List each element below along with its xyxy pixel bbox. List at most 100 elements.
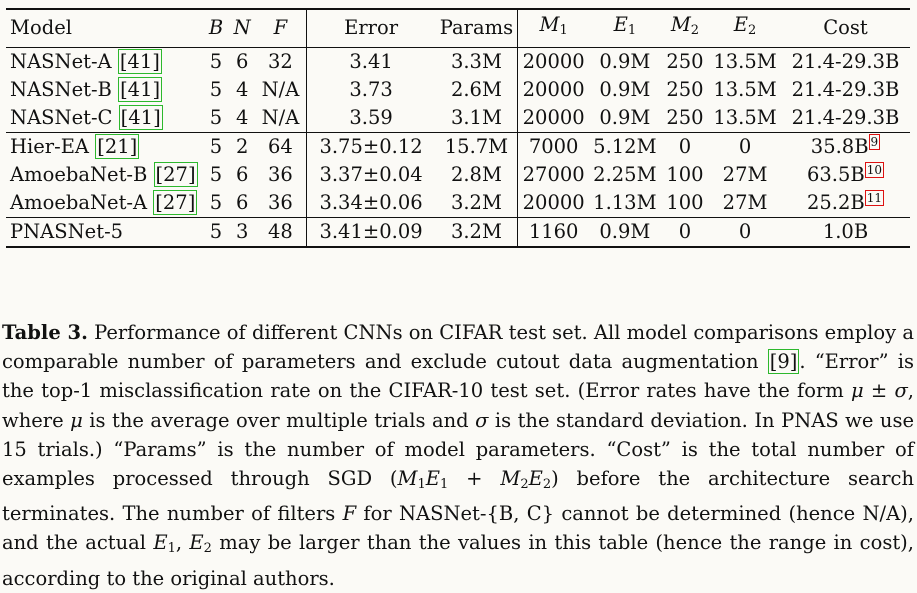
- cell-model: NASNet-A [41]: [6, 46, 203, 76]
- citation-link[interactable]: [41]: [118, 104, 163, 130]
- header-m2: M2: [670, 13, 700, 39]
- cell-params: 2.8M: [450, 162, 502, 186]
- cell-cost: 35.8B 9: [781, 131, 910, 161]
- cell-model: AmoebaNet-A [27]: [10, 189, 198, 215]
- table-row: AmoebaNet-A [27] 5 6 36 3.34±0.06 3.2M 20000 1.…: [6, 188, 910, 217]
- citation-link[interactable]: [9]: [767, 349, 800, 375]
- table-row: AmoebaNet-B [27] 5 6 36 3.37±0.04 2.8M 27000 2.…: [6, 160, 910, 189]
- citation-link[interactable]: [21]: [95, 133, 140, 159]
- cell-m2: 100: [666, 190, 704, 214]
- cell-m2: 0: [660, 131, 710, 161]
- cell-error: 3.41±0.09: [305, 216, 436, 248]
- cell-m1: 7000: [517, 131, 589, 161]
- cell-f: 36: [268, 162, 293, 186]
- cell-e2: 0: [709, 131, 781, 161]
- header-f: F: [273, 16, 288, 40]
- citation-link[interactable]: [27]: [153, 161, 198, 187]
- cell-cost: 21.4-29.3B: [781, 46, 910, 76]
- cell-f: N/A: [261, 105, 300, 129]
- cell-error: 3.37±0.04: [305, 160, 436, 189]
- cell-f: N/A: [261, 77, 300, 101]
- header-b: B: [208, 16, 224, 40]
- table-body: NASNet-A [41] 5 6 32 3.41 3.3M 20000 0.9M 250 13.…: [6, 46, 910, 248]
- cell-n: 6: [229, 46, 256, 76]
- table-caption: Table 3. Performance of different CNNs o…: [2, 321, 915, 590]
- header-error: Error: [305, 9, 436, 47]
- cell-e1: 0.9M: [599, 77, 651, 101]
- cell-model: Hier-EA [21]: [6, 131, 203, 161]
- caption-label: Table 3.: [2, 321, 88, 344]
- footnote-marker[interactable]: 10: [864, 161, 885, 178]
- cell-n: 6: [235, 162, 249, 186]
- cell-b: 5: [209, 105, 223, 129]
- cell-model: NASNet-B [41]: [10, 76, 163, 102]
- citation-link[interactable]: [41]: [117, 48, 162, 74]
- cell-cost: 1.0B: [781, 216, 910, 248]
- cell-b: 5: [209, 190, 223, 214]
- cell-n: 6: [235, 190, 249, 214]
- citation-link[interactable]: [41]: [118, 76, 163, 102]
- cell-model: NASNet-C [41]: [10, 104, 163, 130]
- cell-n: 3: [229, 216, 256, 248]
- cell-b: 5: [209, 77, 223, 101]
- table-row: NASNet-C [41] 5 4 N/A 3.59 3.1M 20000 0.9M 250 13…: [6, 103, 910, 132]
- header-params: Params: [439, 16, 514, 40]
- cell-f: 32: [255, 46, 307, 76]
- cell-error: 3.73: [305, 75, 436, 104]
- cell-m1: 1160: [517, 216, 589, 248]
- cell-e2: 27M: [722, 162, 768, 186]
- cell-n: 4: [235, 77, 249, 101]
- header-m1: M1: [517, 9, 589, 47]
- cell-e1: 5.12M: [588, 131, 661, 161]
- header-n: N: [233, 16, 251, 40]
- cell-n: 4: [235, 105, 249, 129]
- cell-e2: 13.5M: [709, 46, 781, 76]
- cell-m1: 20000: [517, 75, 589, 104]
- cell-params: 3.2M: [450, 190, 502, 214]
- cell-e2: 27M: [722, 190, 768, 214]
- cell-params: 15.7M: [435, 131, 518, 161]
- header-e1: E1: [613, 13, 637, 39]
- cell-e1: 1.13M: [593, 190, 657, 214]
- cell-error: 3.75±0.12: [305, 131, 436, 161]
- cell-e1: 2.25M: [593, 162, 657, 186]
- cell-params: 2.6M: [450, 77, 502, 101]
- cell-cost: 21.4-29.3B: [791, 105, 900, 129]
- cell-e1: 0.9M: [599, 105, 651, 129]
- cell-n: 2: [229, 131, 256, 161]
- citation-link[interactable]: [27]: [153, 189, 198, 215]
- table-row: PNASNet-5 5 3 48 3.41±0.09 3.2M 1160 0.9M 0 0 1.0B: [6, 216, 910, 248]
- cell-m1: 20000: [517, 46, 589, 76]
- cell-error: 3.59: [305, 103, 436, 132]
- cell-params: 3.1M: [450, 105, 502, 129]
- cell-b: 5: [202, 46, 230, 76]
- header-e2: E2: [733, 13, 757, 39]
- table-row: Hier-EA [21] 5 2 64 3.75±0.12 15.7M 7000 5.12M 0…: [6, 131, 910, 161]
- cell-params: 3.2M: [435, 216, 518, 248]
- cell-e2: 0: [709, 216, 781, 248]
- cell-m1: 27000: [517, 160, 589, 189]
- cell-m2: 250: [666, 77, 704, 101]
- footnote-marker[interactable]: 9: [868, 133, 881, 150]
- cell-m2: 100: [666, 162, 704, 186]
- cell-cost: 25.2B 11: [806, 189, 885, 214]
- cell-error: 3.41: [305, 46, 436, 76]
- cell-m1: 20000: [517, 188, 589, 217]
- cell-model: AmoebaNet-B [27]: [10, 161, 198, 187]
- cell-b: 5: [202, 216, 230, 248]
- cell-f: 48: [255, 216, 307, 248]
- cell-error: 3.34±0.06: [305, 188, 436, 217]
- cell-b: 5: [209, 162, 223, 186]
- table-header-row: Model B N F Error Params M1 E1 M2 E2 Cos…: [6, 9, 910, 47]
- footnote-marker[interactable]: 11: [864, 189, 885, 206]
- cell-f: 36: [268, 190, 293, 214]
- cell-m2: 250: [666, 105, 704, 129]
- cell-e2: 13.5M: [713, 105, 777, 129]
- cell-model: PNASNet-5: [6, 216, 203, 248]
- cell-cost: 21.4-29.3B: [791, 77, 900, 101]
- cell-e1: 0.9M: [588, 46, 661, 76]
- table-row: NASNet-B [41] 5 4 N/A 3.73 2.6M 20000 0.9M 250 13…: [6, 75, 910, 104]
- cell-m2: 250: [660, 46, 710, 76]
- table-row: NASNet-A [41] 5 6 32 3.41 3.3M 20000 0.9M 250 13.…: [6, 46, 910, 76]
